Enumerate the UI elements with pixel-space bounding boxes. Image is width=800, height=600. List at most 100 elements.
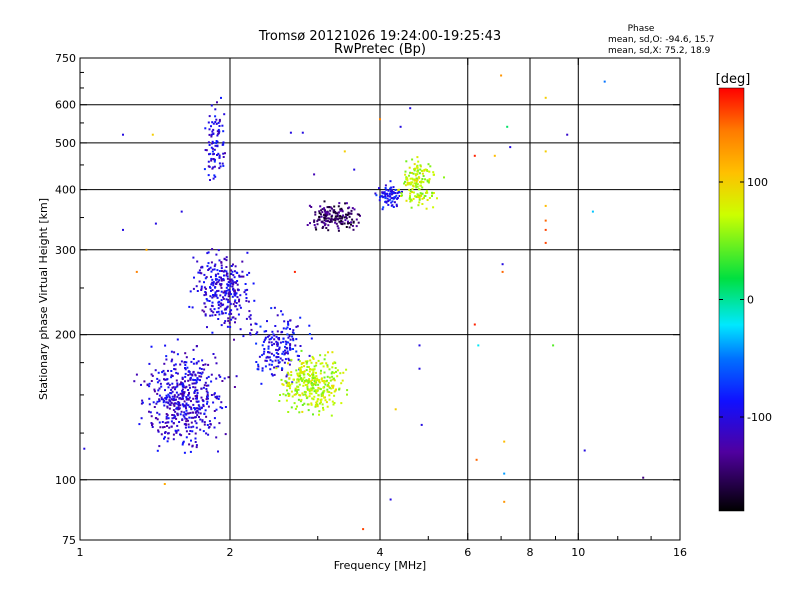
data-point: [213, 308, 216, 311]
data-point: [188, 392, 190, 395]
data-point: [325, 212, 328, 215]
data-point: [306, 383, 309, 386]
data-point: [173, 414, 175, 417]
data-point: [313, 365, 316, 368]
data-point: [336, 225, 339, 228]
data-point: [165, 415, 168, 418]
data-point: [196, 407, 199, 410]
data-point: [264, 337, 267, 340]
data-point: [212, 142, 215, 144]
data-point: [157, 429, 160, 432]
data-point: [473, 323, 476, 326]
data-point: [229, 326, 232, 328]
data-point: [389, 180, 392, 183]
data-point: [275, 365, 278, 368]
data-point: [411, 181, 414, 184]
data-point: [345, 368, 348, 371]
data-point: [276, 330, 279, 333]
data-point: [302, 371, 305, 373]
data-point: [320, 378, 323, 381]
data-point: [421, 186, 424, 189]
data-point: [313, 376, 316, 379]
data-point: [287, 336, 290, 339]
data-point: [205, 388, 208, 390]
data-point: [207, 375, 210, 378]
data-point: [238, 298, 241, 301]
data-point: [225, 266, 228, 268]
data-point: [273, 373, 276, 376]
data-point: [170, 401, 173, 404]
data-point: [203, 384, 206, 387]
data-point: [236, 272, 239, 274]
data-point: [205, 398, 208, 401]
data-point: [238, 300, 240, 303]
data-point: [319, 362, 322, 365]
data-point: [233, 270, 236, 273]
data-point: [172, 409, 175, 412]
data-point: [297, 358, 300, 361]
data-point: [273, 342, 276, 345]
data-point: [214, 175, 217, 178]
data-point: [312, 373, 315, 376]
data-point: [210, 275, 212, 278]
data-point: [385, 192, 388, 195]
data-point: [157, 430, 160, 433]
data-point: [307, 379, 310, 382]
data-point: [178, 401, 181, 404]
data-point: [218, 167, 221, 170]
data-point: [286, 350, 289, 353]
data-point: [408, 166, 411, 169]
data-point: [228, 321, 231, 324]
data-point: [222, 141, 225, 144]
data-point: [333, 371, 336, 374]
data-point: [148, 397, 151, 400]
data-point: [304, 391, 307, 394]
data-point: [328, 394, 331, 397]
data-point: [207, 405, 210, 408]
data-point: [310, 361, 313, 364]
data-point: [409, 190, 412, 193]
data-point: [223, 257, 226, 260]
data-point: [181, 392, 183, 395]
data-point: [212, 294, 214, 296]
data-point: [179, 433, 181, 436]
data-point: [310, 389, 313, 392]
data-point: [351, 224, 354, 227]
data-point: [284, 358, 287, 361]
data-point: [422, 175, 425, 177]
data-point: [203, 302, 206, 305]
data-point: [414, 174, 417, 177]
data-point: [190, 421, 193, 424]
data-point: [198, 269, 201, 272]
data-point: [295, 350, 298, 353]
data-point: [279, 341, 282, 344]
data-point: [192, 397, 195, 400]
data-point: [321, 220, 324, 223]
data-point: [185, 407, 187, 410]
data-point: [308, 354, 311, 357]
data-point: [207, 433, 210, 436]
data-point: [171, 375, 174, 377]
data-point: [330, 414, 333, 417]
data-point: [166, 406, 169, 409]
data-point: [306, 361, 308, 364]
data-point: [213, 417, 216, 420]
data-point: [340, 382, 343, 385]
data-point: [426, 180, 429, 183]
data-point: [603, 80, 606, 83]
data-point: [416, 178, 419, 181]
data-point: [355, 218, 358, 221]
data-point: [241, 260, 244, 263]
data-point: [218, 374, 221, 377]
data-point: [285, 351, 288, 354]
data-point: [319, 213, 322, 216]
data-point: [421, 197, 424, 200]
data-point: [154, 369, 157, 372]
data-point: [211, 142, 213, 145]
data-point: [426, 191, 429, 194]
data-point: [323, 396, 326, 399]
data-point: [356, 213, 359, 216]
data-point: [421, 178, 424, 180]
data-point: [168, 403, 171, 406]
data-point: [288, 359, 291, 362]
